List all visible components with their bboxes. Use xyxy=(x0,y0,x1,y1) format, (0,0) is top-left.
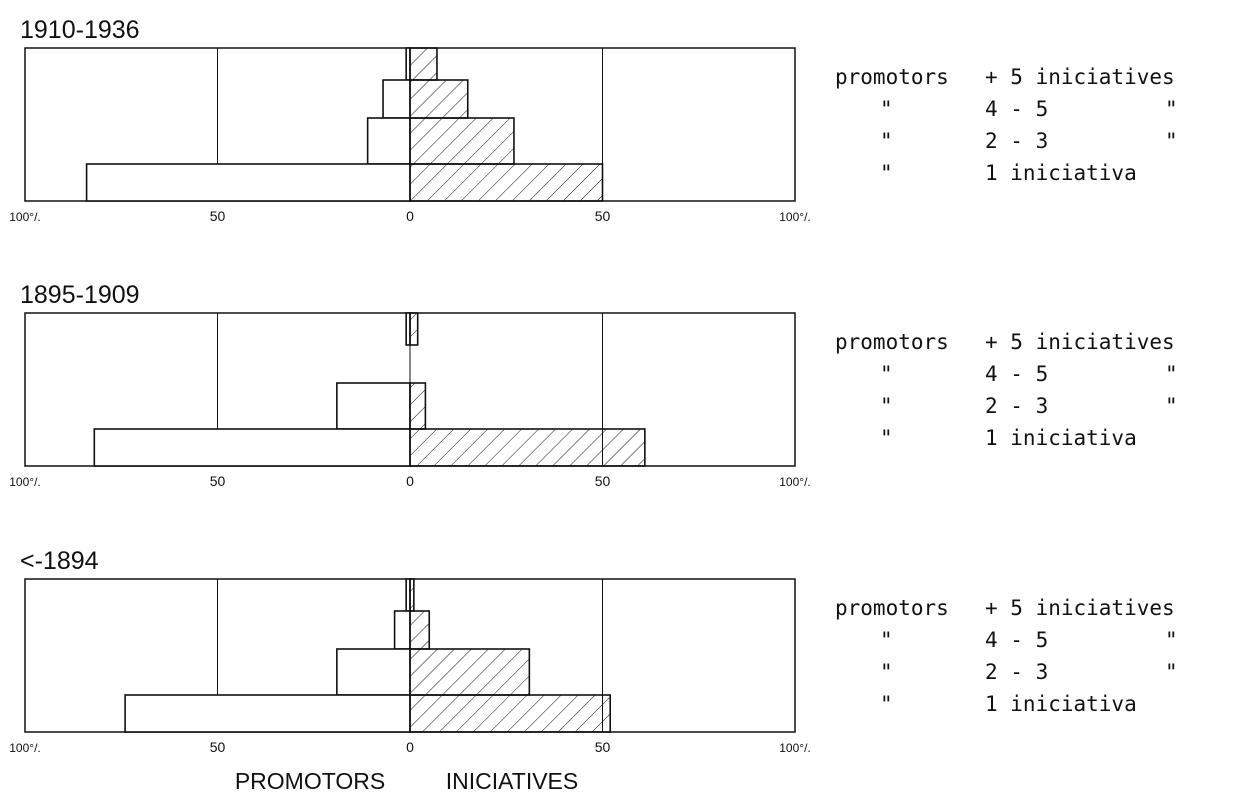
legend-text: 4 - 5 xyxy=(985,628,1048,652)
iniciatives-bar-1 xyxy=(409,47,438,81)
iniciatives-bar-2 xyxy=(409,79,469,119)
x-tick-label: 0 xyxy=(406,208,414,224)
iniciatives-bar-3 xyxy=(409,648,531,696)
promotors-bar-2 xyxy=(393,610,411,650)
panel-title: <-1894 xyxy=(20,547,99,575)
legend-text: + 5 iniciatives xyxy=(985,65,1175,89)
pyramid-panel-3: <-1894 100°/. 50 0 50 100°/. promotors + 5 inic… xyxy=(9,547,1177,755)
x-tick-label: 0 xyxy=(406,473,414,489)
iniciatives-bar-4 xyxy=(409,694,611,733)
legend-text: promotors xyxy=(835,330,949,354)
legend-text: " xyxy=(880,660,893,684)
legend-text: promotors xyxy=(835,65,949,89)
legend-text: + 5 iniciatives xyxy=(985,330,1175,354)
legend-text: 1 iniciativa xyxy=(985,426,1137,450)
x-tick-label: 50 xyxy=(595,208,611,224)
x-tick-label: 100°/. xyxy=(9,741,41,755)
iniciatives-bar-4 xyxy=(409,163,604,202)
legend-text: " xyxy=(880,362,893,386)
panel-title: 1910-1936 xyxy=(20,16,140,44)
x-tick-label: 100°/. xyxy=(779,475,811,489)
legend-text: " xyxy=(880,129,893,153)
pyramid-panel-2: 1895-1909 100°/. 50 0 50 100°/. promotors + 5 i… xyxy=(9,281,1177,489)
x-tick-label: 50 xyxy=(210,473,226,489)
legend-text: 1 iniciativa xyxy=(985,161,1137,185)
pyramid-panel-1: 1910-1936 100°/. 50 0 50 100°/. promotors + 5 i… xyxy=(9,16,1177,224)
legend-text: " xyxy=(880,426,893,450)
legend-text: " xyxy=(1165,394,1178,418)
promotors-bar-3 xyxy=(336,648,411,696)
x-tick-label: 100°/. xyxy=(779,741,811,755)
legend-text: 4 - 5 xyxy=(985,362,1048,386)
x-tick-label: 100°/. xyxy=(779,210,811,224)
legend-text: promotors xyxy=(835,596,949,620)
promotors-bar-4 xyxy=(93,428,411,467)
x-tick-label: 50 xyxy=(210,208,226,224)
iniciatives-bar-2 xyxy=(409,610,431,650)
x-tick-label: 100°/. xyxy=(9,210,41,224)
legend-text: " xyxy=(880,97,893,121)
promotors-bar-3 xyxy=(336,382,411,430)
legend-text: 2 - 3 xyxy=(985,660,1048,684)
promotors-bar-4 xyxy=(124,694,411,733)
legend-text: " xyxy=(880,394,893,418)
legend-text: 2 - 3 xyxy=(985,129,1048,153)
panel-title: 1895-1909 xyxy=(20,281,140,309)
promotors-bar-2 xyxy=(382,79,411,119)
legend-text: 4 - 5 xyxy=(985,97,1048,121)
iniciatives-bar-3 xyxy=(409,117,515,165)
iniciatives-bar-3 xyxy=(409,382,427,430)
legend-text: " xyxy=(1165,97,1178,121)
legend-text: " xyxy=(1165,660,1178,684)
legend-text: 2 - 3 xyxy=(985,394,1048,418)
axis-caption-iniciatives: INICIATIVES xyxy=(446,768,579,794)
promotors-bar-3 xyxy=(366,117,411,165)
iniciatives-bar-1 xyxy=(409,312,419,346)
legend-text: " xyxy=(880,692,893,716)
iniciatives-bar-4 xyxy=(409,428,646,467)
legend-text: + 5 iniciatives xyxy=(985,596,1175,620)
x-tick-label: 50 xyxy=(595,473,611,489)
legend-text: " xyxy=(1165,628,1178,652)
legend-text: " xyxy=(1165,362,1178,386)
axis-caption-promotors: PROMOTORS xyxy=(235,768,385,794)
x-tick-label: 100°/. xyxy=(9,475,41,489)
x-tick-label: 0 xyxy=(406,739,414,755)
x-tick-label: 50 xyxy=(595,739,611,755)
legend-text: " xyxy=(1165,129,1178,153)
iniciatives-bar-1 xyxy=(409,578,415,612)
promotors-bar-4 xyxy=(85,163,411,202)
x-tick-label: 50 xyxy=(210,739,226,755)
legend-text: " xyxy=(880,161,893,185)
legend-text: " xyxy=(880,628,893,652)
legend-text: 1 iniciativa xyxy=(985,692,1137,716)
